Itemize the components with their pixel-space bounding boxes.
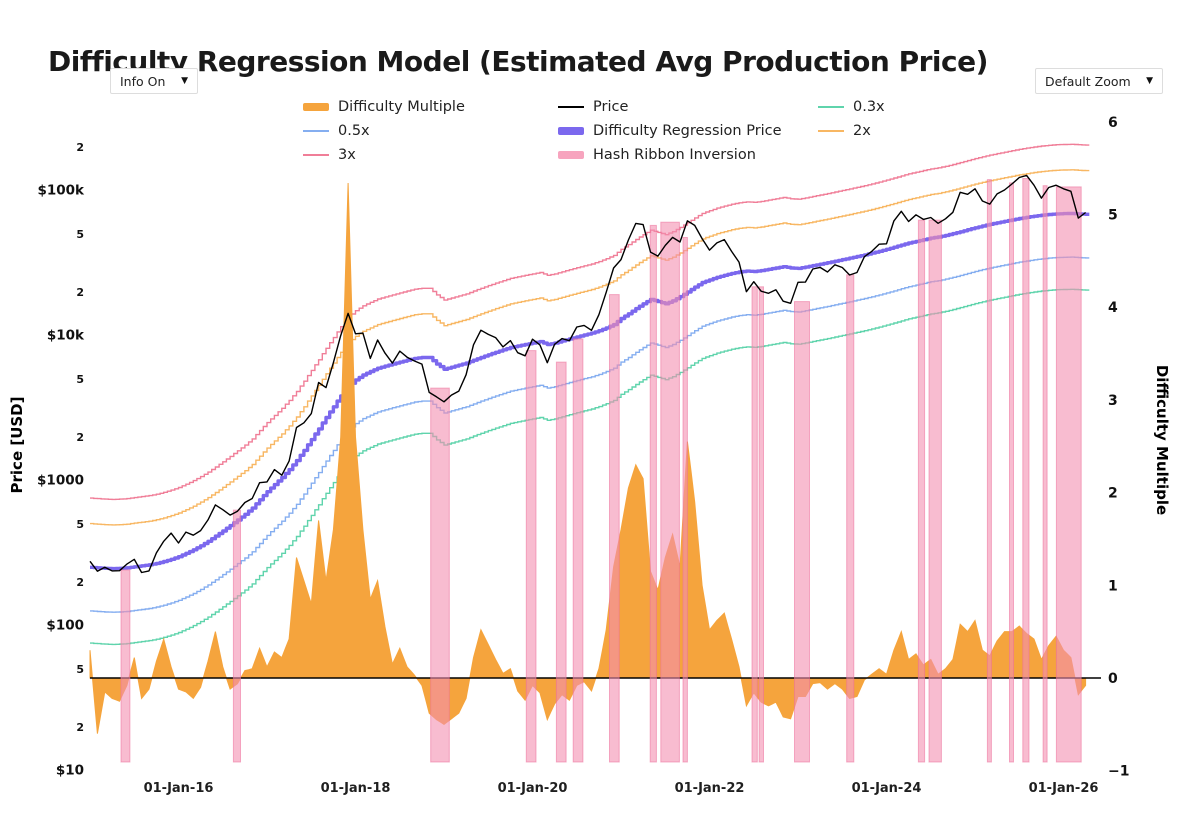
hash-ribbon-inversion-bar[interactable] (1009, 182, 1014, 763)
y-axis-right-tick-label: 4 (1108, 300, 1118, 316)
y-axis-right-tick-label: 0 (1108, 671, 1118, 687)
y-axis-right-tick-label: 3 (1108, 393, 1118, 409)
hash-ribbon-inversion-bar[interactable] (555, 361, 567, 763)
hash-ribbon-inversion-bar[interactable] (751, 286, 758, 763)
y-axis-left-tick-label: $100k (37, 183, 85, 199)
y-axis-left-tick-label: $1000 (37, 473, 84, 489)
legend-item-label: 0.5x (338, 123, 370, 139)
legend-swatch-icon (558, 151, 584, 159)
hash-ribbon-inversion-bar[interactable] (846, 274, 855, 763)
zoom-preset-dropdown[interactable]: Default Zoom ▼ (1035, 68, 1163, 94)
hash-ribbon-inversion-bar[interactable] (660, 221, 680, 763)
legend-swatch-icon (818, 106, 844, 108)
legend-item-label: Hash Ribbon Inversion (593, 147, 756, 163)
legend-column: Price Difficulty Regression Price Hash Rib… (558, 95, 782, 167)
y-axis-left-tick-label: 2 (76, 721, 84, 734)
y-axis-left-tick-label: 2 (76, 141, 84, 154)
x-axis-tick-label: 01-Jan-22 (675, 781, 745, 796)
hash-ribbon-inversion-bar[interactable] (794, 301, 810, 763)
hash-ribbon-inversion-bar[interactable] (649, 224, 657, 763)
hash-ribbon-inversion-bar[interactable] (682, 237, 688, 763)
legend-swatch-icon (818, 130, 844, 132)
y-axis-left-tick-label: 2 (76, 431, 84, 444)
legend-swatch-icon (558, 127, 584, 135)
legend-item-label: 3x (338, 147, 356, 163)
x-axis-tick-label: 01-Jan-18 (321, 781, 391, 796)
y-axis-left-tick-label: $10 (56, 763, 84, 779)
y-axis-right-tick-label: 6 (1108, 115, 1118, 131)
caret-down-icon: ▼ (1146, 76, 1153, 86)
legend-item-hash-ribbon-inversion[interactable]: Hash Ribbon Inversion (558, 143, 782, 167)
hash-ribbon-inversion-bar[interactable] (1042, 185, 1048, 763)
legend-item-difficulty-multiple[interactable]: Difficulty Multiple (303, 95, 465, 119)
chart-legend: Difficulty Multiple 0.5x 3x Price Difficulty… (0, 95, 1184, 167)
x-axis-tick-label: 01-Jan-24 (852, 781, 922, 796)
hash-ribbon-inversion-bar[interactable] (572, 338, 584, 763)
band-line-3x[interactable] (90, 143, 1090, 501)
hash-ribbon-inversion-bar[interactable] (609, 294, 620, 763)
y-axis-right-tick-label: −1 (1108, 764, 1129, 780)
hash-ribbon-inversion-bar[interactable] (120, 569, 131, 763)
x-axis-tick-label: 01-Jan-20 (498, 781, 568, 796)
legend-swatch-icon (303, 130, 329, 132)
band-line-2x[interactable] (90, 169, 1090, 526)
y-axis-right-title: Difficulty Multiple (1153, 365, 1171, 515)
legend-column: 0.3x 2x (818, 95, 885, 143)
hash-ribbon-inversion-bar[interactable] (917, 219, 926, 763)
y-axis-left-tick-label: 2 (76, 286, 84, 299)
legend-item-label: Difficulty Multiple (338, 99, 465, 115)
legend-swatch-icon (303, 103, 329, 111)
legend-item-difficulty-regression-price[interactable]: Difficulty Regression Price (558, 119, 782, 143)
y-axis-left-tick-label: 5 (76, 373, 84, 386)
hash-ribbon-inversion-bar[interactable] (430, 387, 450, 763)
legend-swatch-icon (558, 106, 584, 108)
legend-item-price[interactable]: Price (558, 95, 782, 119)
x-axis-tick-label: 01-Jan-26 (1029, 781, 1099, 796)
legend-item-2x[interactable]: 2x (818, 119, 885, 143)
y-axis-right-tick-label: 2 (1108, 486, 1118, 502)
y-axis-left-tick-label: 5 (76, 663, 84, 676)
hash-ribbon-inversion-bar[interactable] (928, 219, 942, 763)
zoom-preset-label: Default Zoom (1045, 73, 1131, 89)
info-toggle-dropdown[interactable]: Info On ▼ (110, 68, 198, 94)
legend-column: Difficulty Multiple 0.5x 3x (303, 95, 465, 167)
y-axis-left-tick-label: 5 (76, 228, 84, 241)
y-axis-left-title: Price [USD] (8, 397, 26, 494)
legend-item-3x[interactable]: 3x (303, 143, 465, 167)
info-toggle-label: Info On (120, 73, 166, 89)
legend-item-label: Price (593, 99, 629, 115)
hash-ribbon-inversion-bar[interactable] (232, 509, 241, 763)
caret-down-icon: ▼ (181, 76, 188, 86)
legend-swatch-icon (303, 154, 329, 156)
hash-ribbon-inversion-bar[interactable] (1022, 178, 1030, 763)
difficulty-multiple-area[interactable] (89, 182, 1087, 734)
y-axis-right-tick-label: 1 (1108, 578, 1118, 594)
hash-ribbon-inversion-bar[interactable] (1055, 186, 1082, 763)
legend-item-0-5x[interactable]: 0.5x (303, 119, 465, 143)
legend-item-0-3x[interactable]: 0.3x (818, 95, 885, 119)
legend-item-label: 2x (853, 123, 871, 139)
y-axis-left-tick-label: 2 (76, 576, 84, 589)
x-axis-tick-label: 01-Jan-16 (144, 781, 214, 796)
y-axis-left-tick-label: $10k (47, 328, 85, 344)
price-line[interactable] (89, 174, 1087, 574)
hash-ribbon-inversion-bar[interactable] (525, 350, 537, 763)
hash-ribbon-inversion-bar[interactable] (758, 286, 764, 763)
y-axis-left-tick-label: 5 (76, 518, 84, 531)
legend-item-label: 0.3x (853, 99, 885, 115)
hash-ribbon-inversion-bar[interactable] (986, 179, 992, 763)
y-axis-right-tick-label: 5 (1108, 208, 1118, 224)
legend-item-label: Difficulty Regression Price (593, 123, 782, 139)
y-axis-left-tick-label: $100 (46, 618, 84, 634)
chart-title: Difficulty Regression Model (Estimated A… (48, 44, 988, 78)
